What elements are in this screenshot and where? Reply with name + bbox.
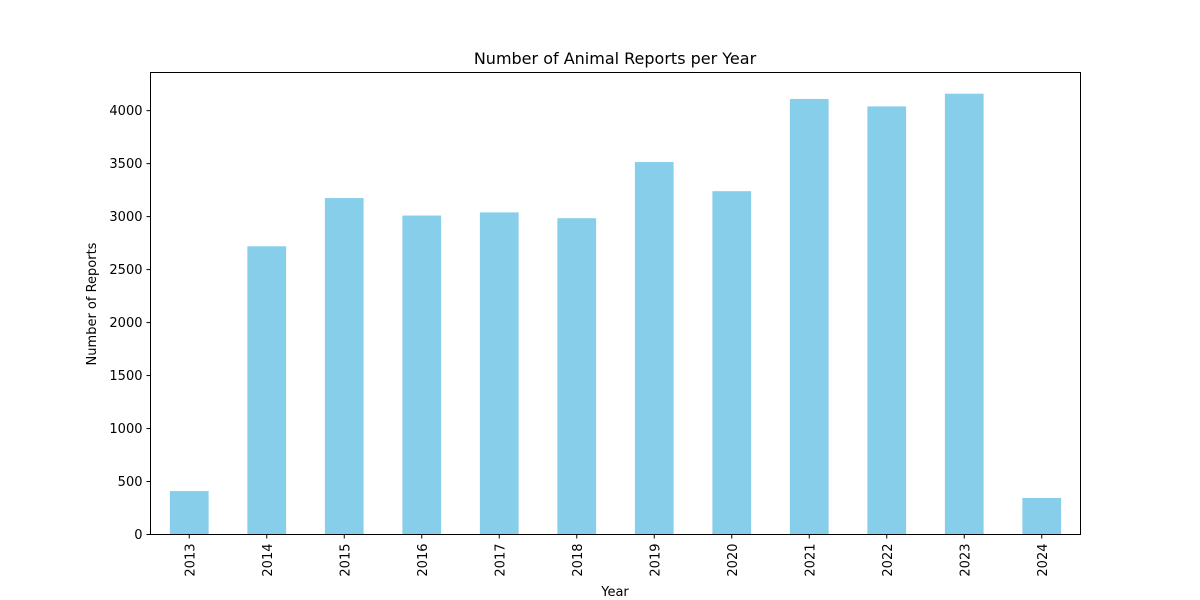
y-tick-label: 500 — [118, 475, 143, 490]
x-tick-label: 2020 — [726, 544, 741, 577]
y-axis: 0 500 1000 1500 2000 2500 3000 3500 4000 — [109, 104, 151, 543]
x-tick-label: 2015 — [338, 544, 353, 577]
bar-2023 — [944, 93, 984, 535]
y-tick-label: 1000 — [109, 422, 142, 437]
bars-group — [169, 93, 1062, 535]
bar-2017 — [479, 212, 519, 535]
bar-2020 — [712, 191, 752, 535]
y-tick-label: 4000 — [109, 104, 142, 119]
bar-2013 — [169, 491, 209, 535]
x-tick-label: 2017 — [493, 544, 508, 577]
x-tick-label: 2018 — [571, 544, 586, 577]
bar-2015 — [324, 198, 364, 535]
y-tick-label: 1500 — [109, 369, 142, 384]
y-tick-label: 2500 — [109, 263, 142, 278]
y-tick-label: 0 — [134, 528, 142, 543]
chart-title: Number of Animal Reports per Year — [474, 49, 757, 68]
x-tick-label: 2014 — [261, 544, 276, 577]
bar-2019 — [634, 162, 674, 535]
bar-2022 — [867, 106, 907, 535]
x-tick-label: 2021 — [803, 544, 818, 577]
plot-frame — [150, 72, 1081, 535]
y-axis-label: Number of Reports — [85, 242, 100, 365]
x-tick-label: 2019 — [648, 544, 663, 577]
x-tick-label: 2023 — [958, 544, 973, 577]
bar-2021 — [789, 98, 829, 535]
y-tick-label: 2000 — [109, 316, 142, 331]
bar-2014 — [247, 246, 287, 535]
x-tick-label: 2016 — [416, 544, 431, 577]
x-tick-label: 2013 — [183, 544, 198, 577]
y-tick-label: 3000 — [109, 210, 142, 225]
x-tick-label: 2024 — [1036, 544, 1051, 577]
bar-2018 — [557, 218, 597, 535]
x-tick-label: 2022 — [881, 544, 896, 577]
bar-2024 — [1022, 497, 1062, 535]
x-axis: 2013 2014 2015 2016 2017 2018 2019 2020 2021 2022… — [183, 534, 1051, 577]
y-tick-label: 3500 — [109, 157, 142, 172]
x-axis-label: Year — [600, 585, 629, 600]
bar-2016 — [402, 215, 442, 535]
